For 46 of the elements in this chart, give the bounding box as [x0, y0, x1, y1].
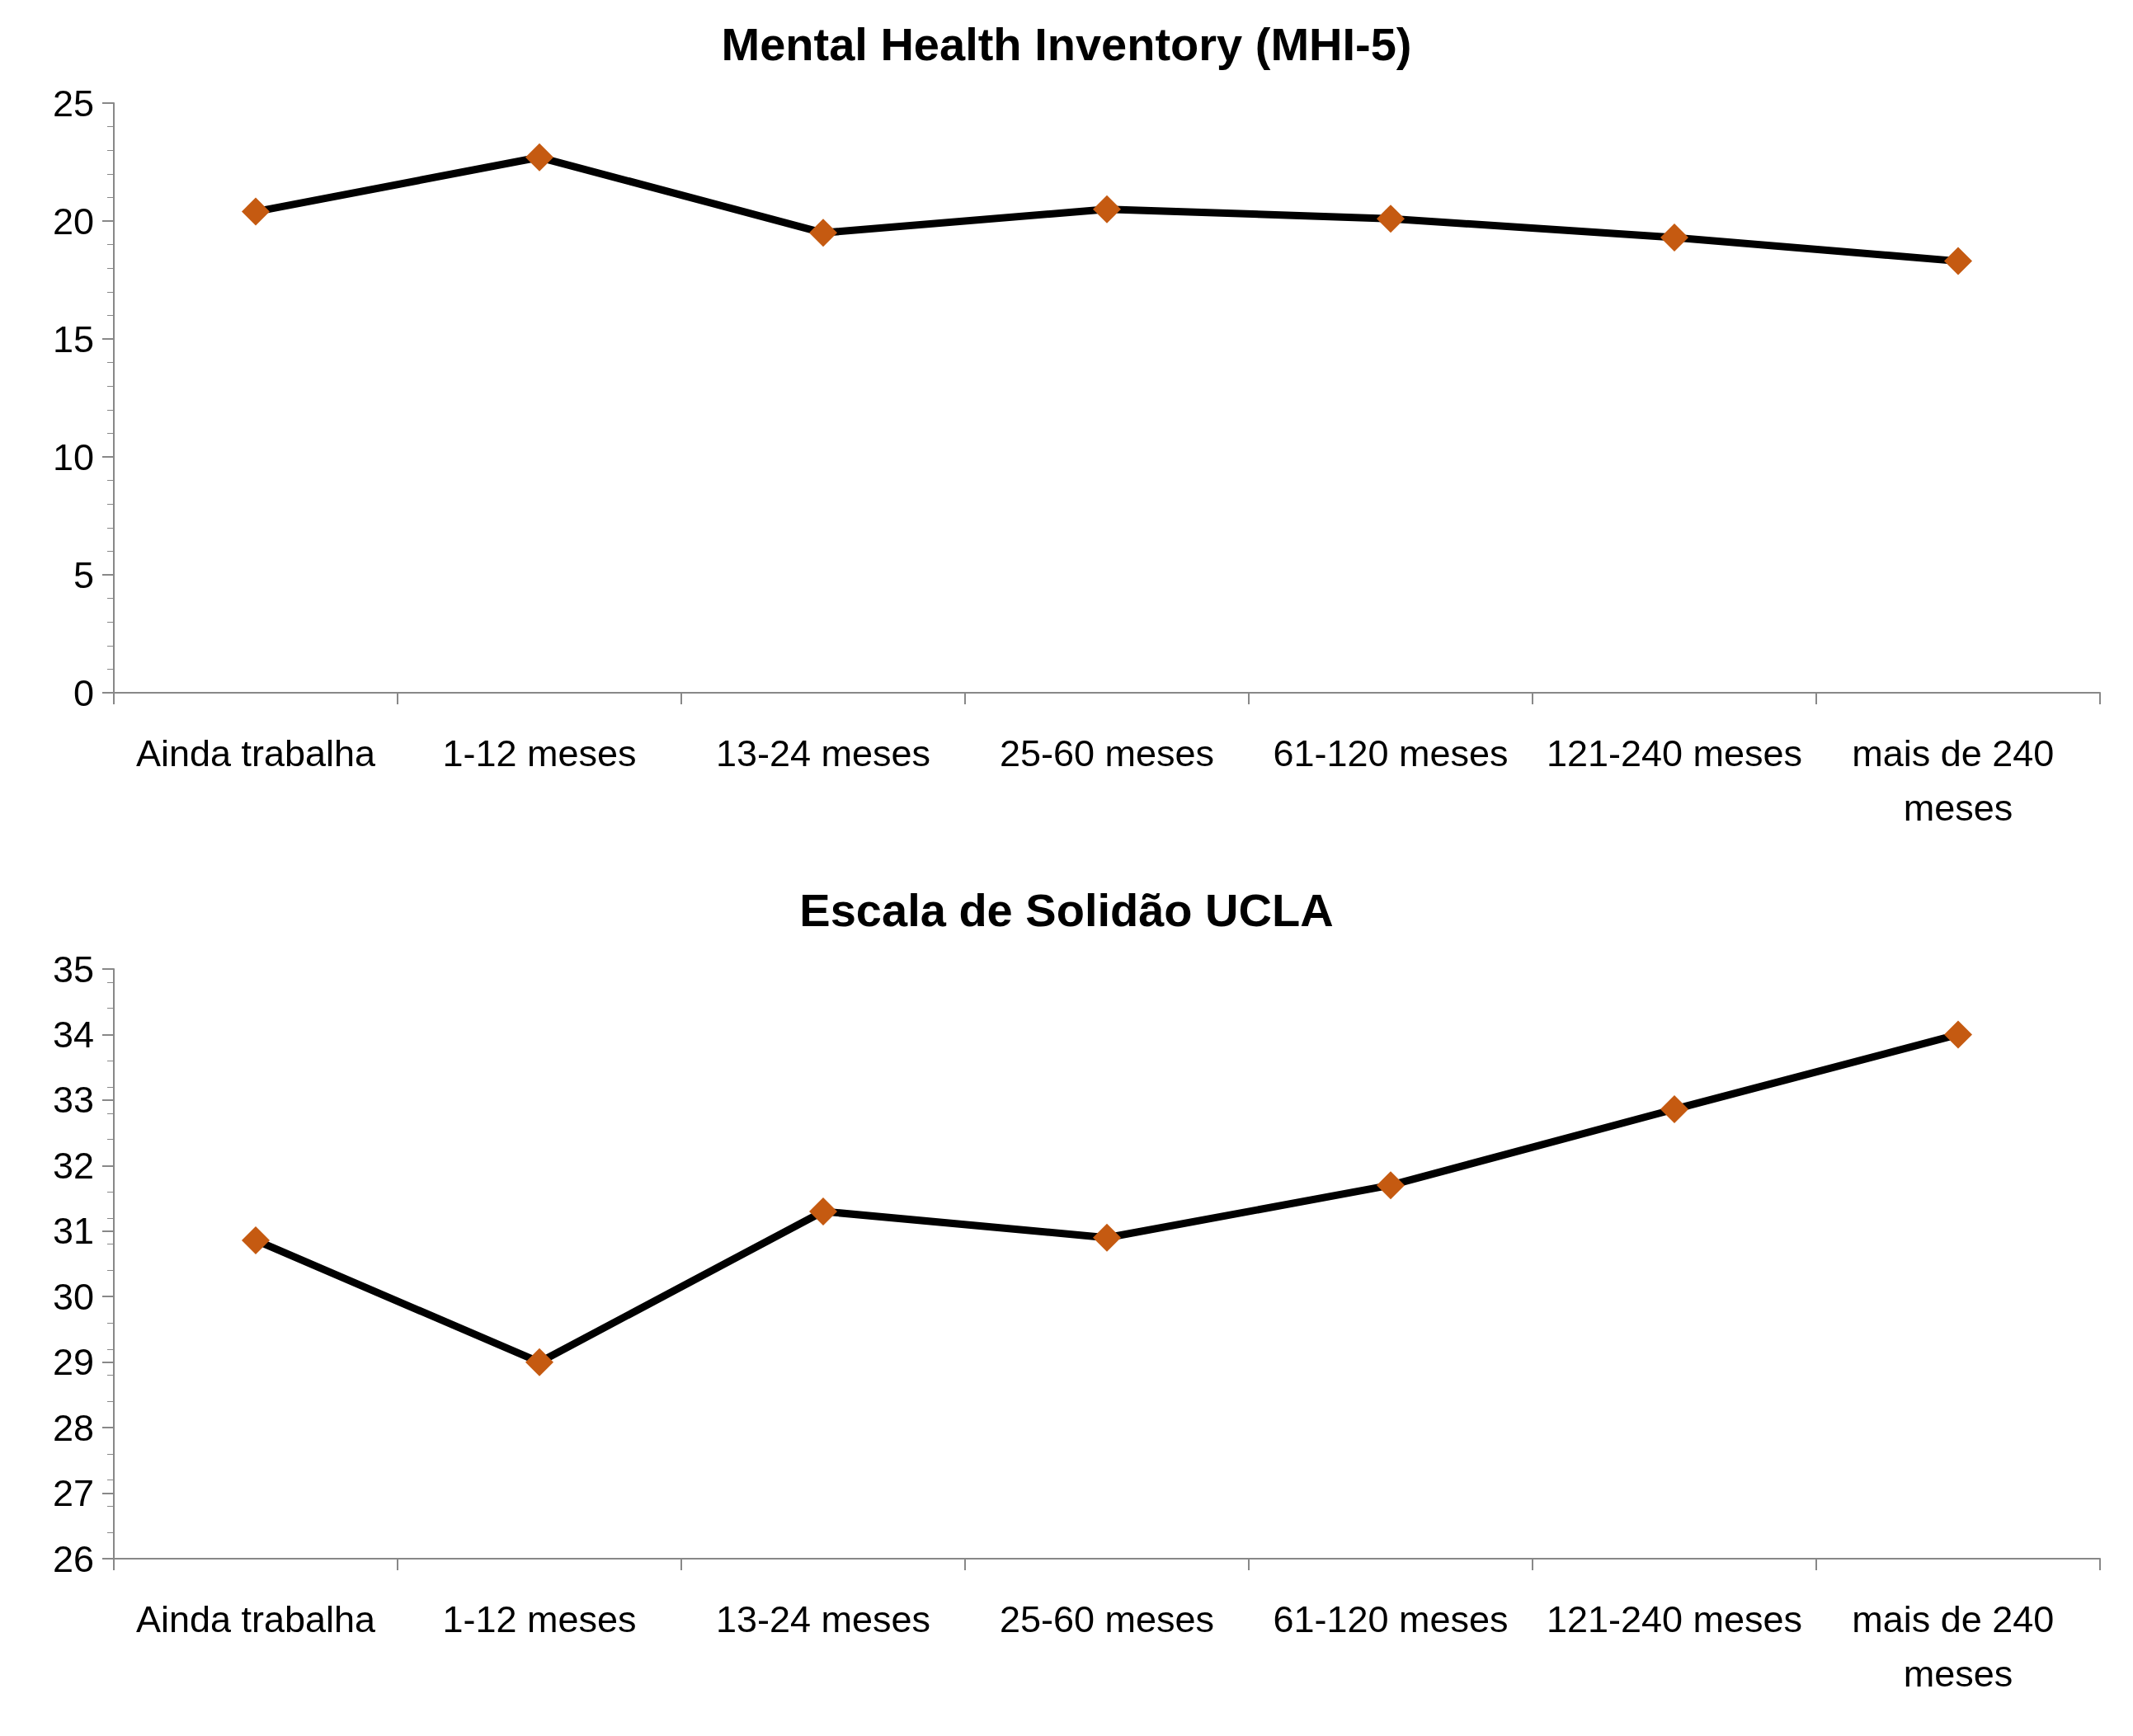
- y-tick-label: 25: [52, 82, 94, 125]
- point: [809, 219, 837, 247]
- x-tick-label: 1-12 meses: [442, 732, 637, 774]
- x-tick-label: 25-60 meses: [999, 1597, 1215, 1640]
- point: [525, 143, 553, 172]
- y-tick-label: 15: [52, 318, 94, 360]
- chart-title: Mental Health Inventory (MHI-5): [721, 17, 1412, 70]
- x-tick-label: 121-240 meses: [1546, 732, 1803, 774]
- point: [1660, 223, 1688, 252]
- x-tick-label: 25-60 meses: [999, 732, 1215, 774]
- x-tick-label: 61-120 meses: [1273, 1597, 1509, 1640]
- point: [242, 197, 270, 226]
- point: [1377, 205, 1405, 233]
- x-tick-label: 121-240 meses: [1546, 1597, 1803, 1640]
- x-tick-label: Ainda trabalha: [135, 732, 377, 774]
- y-tick-label: 28: [52, 1406, 94, 1449]
- point: [525, 1348, 553, 1376]
- point: [1377, 1171, 1405, 1200]
- y-tick-label: 30: [52, 1275, 94, 1318]
- x-tick-label: 1-12 meses: [442, 1597, 637, 1640]
- point: [1093, 195, 1121, 223]
- x-tick-label: Ainda trabalha: [135, 1597, 377, 1640]
- y-tick-label: 29: [52, 1341, 94, 1384]
- y-tick-label: 0: [73, 671, 94, 714]
- point: [1944, 1020, 1972, 1049]
- chart-title: Escala de Solidão UCLA: [799, 883, 1334, 936]
- y-tick-label: 35: [52, 948, 94, 990]
- y-tick-label: 31: [52, 1210, 94, 1253]
- point: [809, 1197, 837, 1226]
- y-tick-label: 27: [52, 1472, 94, 1515]
- x-tick-label: mais de 240 meses: [1852, 1597, 2065, 1695]
- y-tick-label: 20: [52, 200, 94, 242]
- point: [1660, 1095, 1688, 1124]
- point: [242, 1226, 270, 1254]
- point: [1944, 247, 1972, 275]
- y-tick-label: 34: [52, 1013, 94, 1056]
- y-tick-label: 10: [52, 435, 94, 478]
- x-tick-label: 61-120 meses: [1273, 732, 1509, 774]
- y-tick-label: 5: [73, 553, 94, 596]
- x-tick-label: 13-24 meses: [715, 732, 931, 774]
- y-tick-label: 32: [52, 1144, 94, 1187]
- y-tick-label: 33: [52, 1079, 94, 1122]
- x-tick-label: mais de 240 meses: [1852, 732, 2065, 829]
- y-tick-label: 26: [52, 1537, 94, 1580]
- point: [1093, 1223, 1121, 1252]
- x-tick-label: 13-24 meses: [715, 1597, 931, 1640]
